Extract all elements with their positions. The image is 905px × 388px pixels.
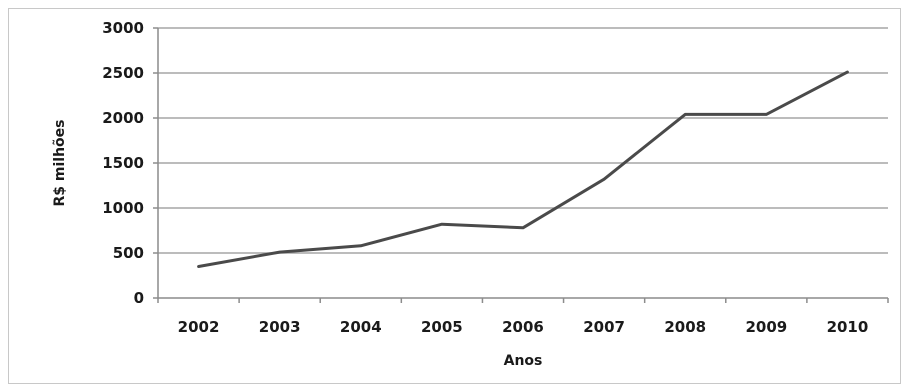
chart-container — [8, 8, 901, 384]
x-tick-label-2005: 2005 — [421, 318, 463, 336]
y-axis-title: R$ milhões — [52, 120, 68, 207]
y-tick-labels: 0 500 1000 1500 2000 2500 3000 — [102, 19, 144, 307]
grid-lines — [158, 27, 888, 254]
y-tick-label-1000: 1000 — [102, 199, 144, 217]
x-tick-label-2010: 2010 — [827, 318, 869, 336]
data-point-2003 — [278, 250, 282, 254]
y-tick-label-0: 0 — [134, 289, 144, 307]
data-point-2006 — [521, 226, 525, 230]
x-tick-label-2007: 2007 — [583, 318, 625, 336]
data-series — [197, 70, 849, 268]
axes — [153, 27, 889, 303]
y-tick-label-2000: 2000 — [102, 109, 144, 127]
data-point-2009 — [764, 112, 768, 116]
data-point-2002 — [197, 265, 201, 269]
data-points — [197, 70, 850, 268]
y-tick-label-3000: 3000 — [102, 19, 144, 37]
series-line-0 — [197, 70, 849, 268]
data-point-2004 — [359, 244, 363, 248]
x-tick-labels: 2002 2003 2004 2005 2006 2007 2008 2009 2010 — [178, 318, 869, 336]
data-point-2010 — [845, 70, 849, 74]
x-tick-label-2003: 2003 — [259, 318, 301, 336]
x-axis-title: Anos — [504, 353, 543, 369]
y-tick-label-2500: 2500 — [102, 64, 144, 82]
x-tick-label-2006: 2006 — [502, 318, 544, 336]
x-tick-label-2002: 2002 — [178, 318, 220, 336]
data-point-2008 — [683, 112, 687, 116]
y-tick-label-500: 500 — [113, 244, 144, 262]
y-tick-label-1500: 1500 — [102, 154, 144, 172]
x-tick-label-2008: 2008 — [664, 318, 706, 336]
data-point-2007 — [602, 177, 606, 181]
x-tick-label-2009: 2009 — [745, 318, 787, 336]
x-tick-label-2004: 2004 — [340, 318, 382, 336]
data-point-2005 — [440, 222, 444, 226]
